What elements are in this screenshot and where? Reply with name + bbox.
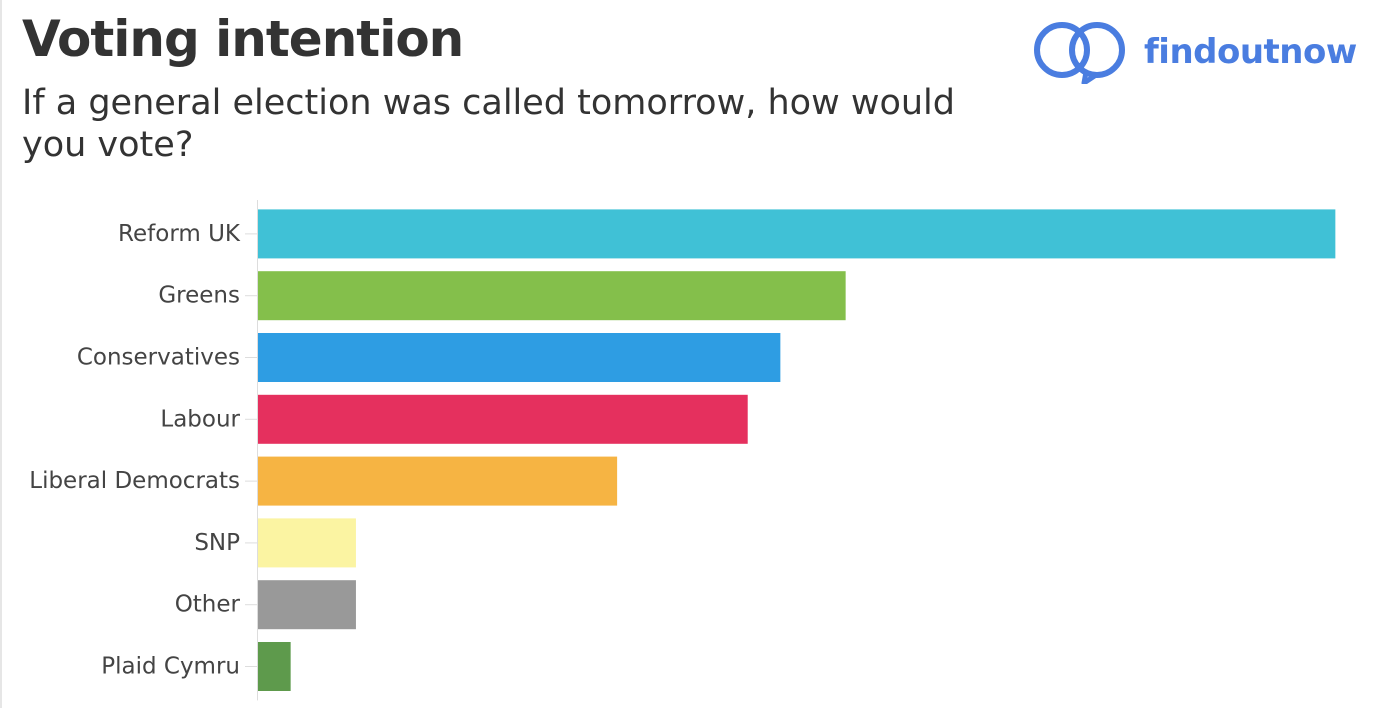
bar-other (258, 580, 356, 630)
category-label: Reform UK (118, 221, 241, 247)
category-label: Plaid Cymru (101, 654, 240, 680)
chart-frame-edge (0, 0, 2, 708)
category-label: Liberal Democrats (29, 468, 240, 494)
category-label: Conservatives (77, 345, 240, 371)
bar-snp (258, 518, 356, 568)
brand-name: findoutnow (1144, 32, 1357, 72)
bar-labour (258, 394, 748, 444)
brand-logo: findoutnow (1030, 20, 1357, 84)
category-label: Other (175, 592, 241, 618)
category-label: Labour (160, 406, 240, 432)
bar-conservatives (258, 333, 781, 382)
bar-liberal-democrats (258, 456, 618, 506)
bar-greens (258, 271, 846, 321)
bar-plaid-cymru (258, 642, 291, 691)
speech-bubbles-logo-icon (1034, 22, 1125, 84)
category-label: Greens (158, 283, 240, 309)
chart-subtitle: If a general election was called tomorro… (22, 83, 955, 165)
chart-title: Voting intention (22, 10, 464, 68)
bar-reform-uk (258, 209, 1336, 259)
category-label: SNP (194, 530, 240, 556)
